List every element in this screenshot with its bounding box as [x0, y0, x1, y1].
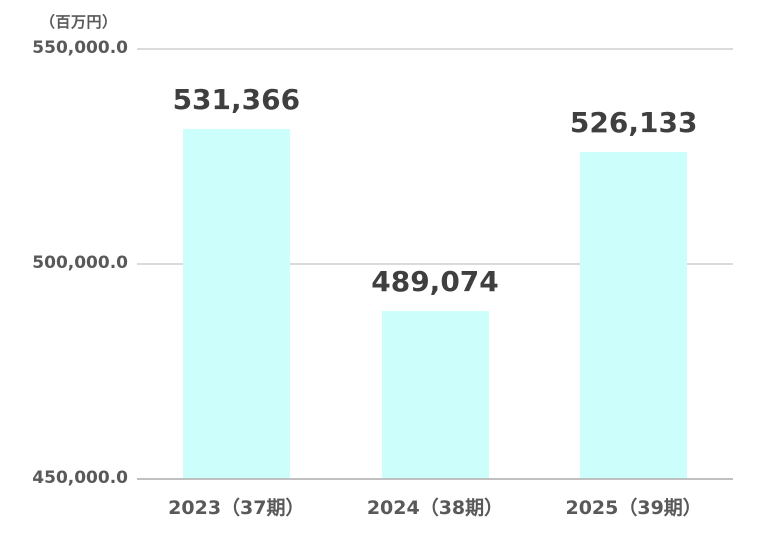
y-tick-label: 550,000.0 [32, 38, 128, 58]
y-tick-label: 450,000.0 [32, 468, 128, 488]
bar-2025（39期） [580, 151, 688, 479]
x-category-label: 2025（39期） [565, 497, 702, 519]
bar-value-label: 526,133 [569, 105, 698, 139]
bar-value-label: 489,074 [371, 264, 499, 298]
y-tick-label: 500,000.0 [32, 253, 128, 273]
bar-value-label: 531,366 [172, 83, 301, 117]
gridline [137, 48, 733, 50]
gridline [137, 263, 733, 265]
x-category-label: 2024（38期） [366, 497, 504, 519]
x-category-label: 2023（37期） [168, 497, 305, 519]
bar-2023（37期） [182, 129, 290, 479]
y-axis-unit-label: （百万円） [40, 13, 118, 31]
bar-2024（38期） [381, 310, 489, 479]
x-axis-line [137, 478, 733, 480]
